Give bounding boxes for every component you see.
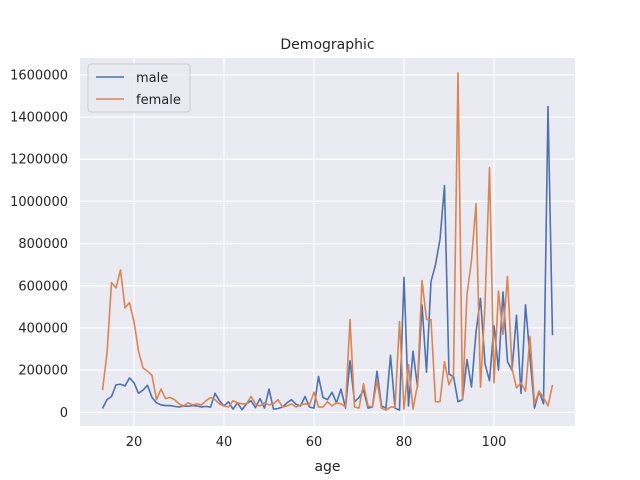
legend-label-male: male (136, 71, 168, 86)
chart-title: Demographic (280, 37, 374, 53)
x-tick-label: 20 (126, 435, 143, 450)
legend-label-female: female (136, 93, 181, 108)
y-tick-label: 1400000 (10, 111, 68, 126)
y-tick-label: 1600000 (10, 68, 68, 83)
x-tick-label: 60 (306, 435, 323, 450)
series-layer (101, 71, 554, 411)
x-axis-ticks: 20 40 60 80 100 (126, 435, 507, 450)
y-tick-label: 1200000 (10, 153, 68, 168)
y-tick-label: 600000 (18, 279, 68, 294)
series-line-female (101, 71, 554, 411)
x-tick-label: 80 (396, 435, 413, 450)
x-axis-label: age (314, 459, 340, 475)
y-tick-label: 0 (60, 406, 68, 421)
x-tick-label: 100 (482, 435, 507, 450)
y-tick-label: 400000 (18, 321, 68, 336)
series-line-male (101, 105, 554, 411)
legend: male female (87, 63, 191, 113)
y-tick-label: 1000000 (10, 195, 68, 210)
legend-box (87, 63, 191, 113)
grid-lines (80, 58, 575, 426)
x-tick-label: 40 (216, 435, 233, 450)
y-tick-label: 200000 (18, 364, 68, 379)
y-axis-ticks: 0 200000 400000 600000 800000 1000000 1200000 1… (10, 68, 68, 420)
y-tick-label: 800000 (18, 237, 68, 252)
plot-area (80, 58, 575, 426)
